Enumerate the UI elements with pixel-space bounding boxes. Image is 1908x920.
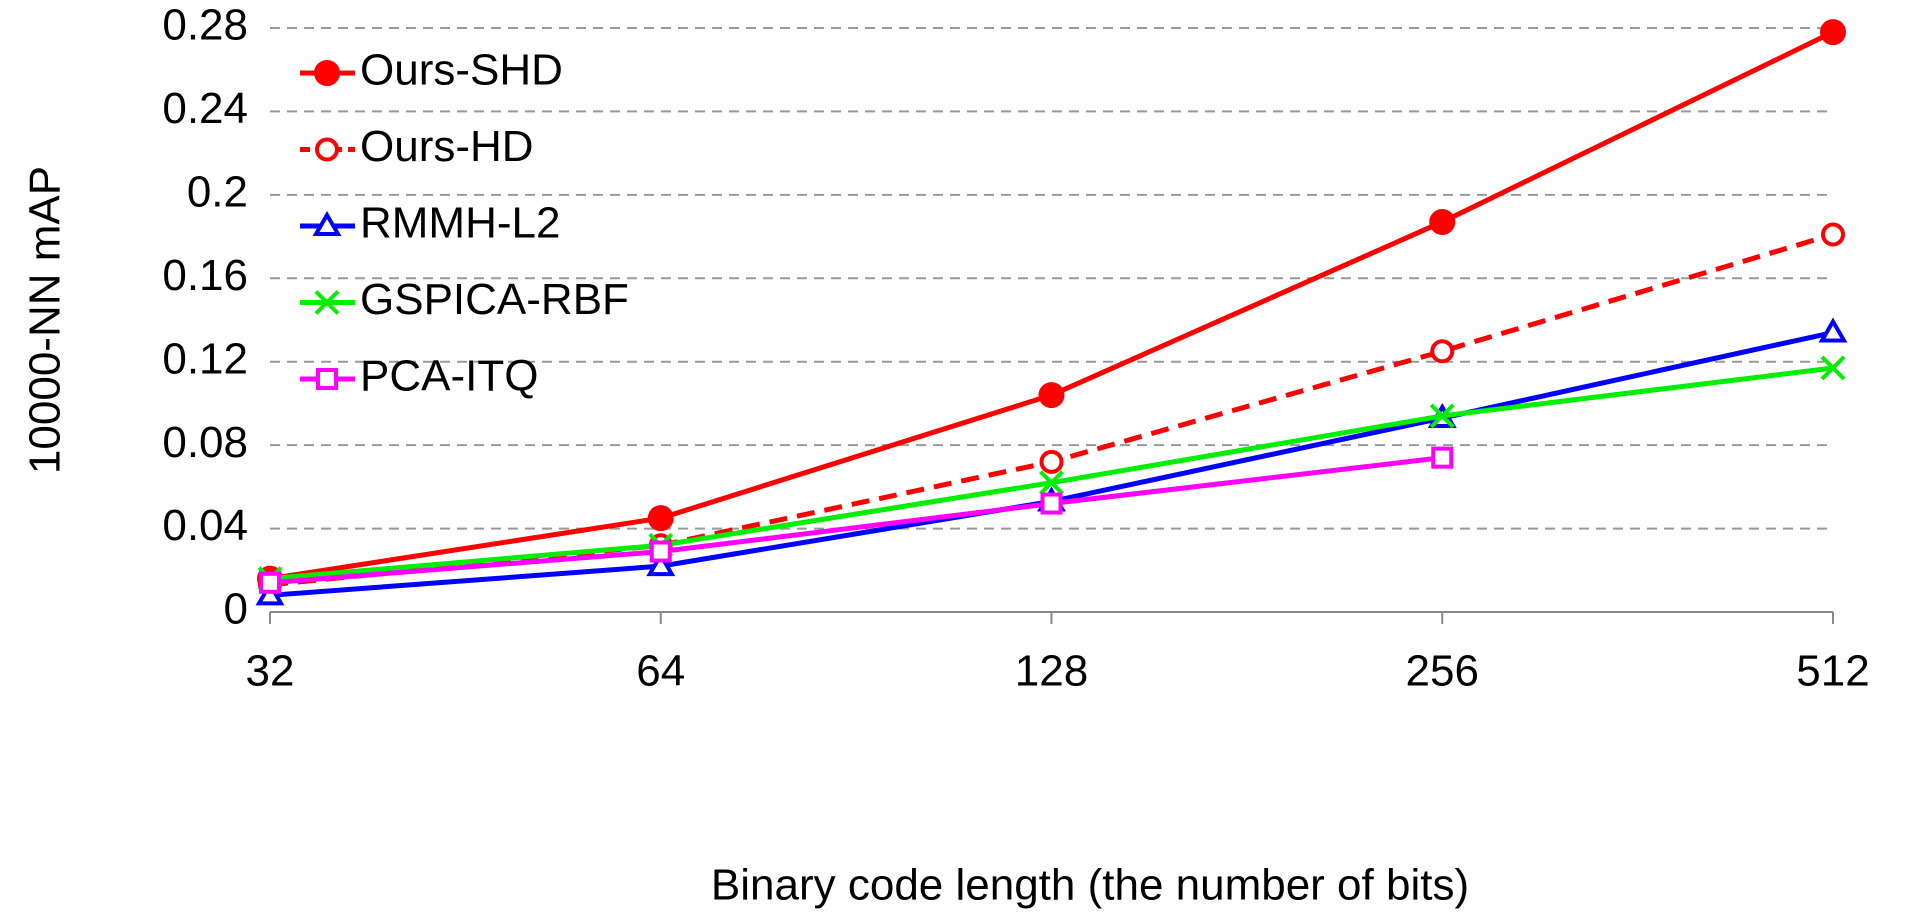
- marker: [1038, 382, 1065, 409]
- marker: [1429, 208, 1456, 235]
- marker: [1039, 449, 1064, 474]
- marker: [1431, 446, 1454, 469]
- y-tick-label: 0.04: [162, 501, 248, 550]
- series-line: [269, 455, 1443, 586]
- x-tick-label: 512: [1796, 647, 1869, 696]
- legend-label: GSPICA-RBF: [360, 275, 629, 324]
- y-tick-label: 0.08: [162, 418, 248, 467]
- marker: [316, 368, 338, 390]
- marker: [1039, 470, 1064, 496]
- marker: [1429, 403, 1455, 429]
- y-tick-label: 0.2: [187, 167, 248, 216]
- y-tick-label: 0.16: [162, 251, 248, 300]
- x-axis-label: Binary code length (the number of bits): [711, 861, 1469, 910]
- marker: [255, 580, 285, 606]
- marker: [314, 60, 340, 86]
- x-tick-label: 32: [246, 647, 295, 696]
- legend-label: RMMH-L2: [360, 199, 560, 248]
- y-axis-label: 10000-NN mAP: [21, 166, 70, 474]
- marker: [1430, 339, 1455, 364]
- marker: [1820, 355, 1846, 381]
- y-tick-label: 0: [224, 585, 248, 634]
- marker: [1818, 317, 1848, 343]
- x-tick-label: 64: [636, 647, 685, 696]
- y-tick-label: 0.24: [162, 84, 248, 133]
- marker: [315, 137, 339, 162]
- marker: [1821, 222, 1845, 247]
- marker: [312, 211, 342, 236]
- legend-label: Ours-HD: [360, 122, 534, 171]
- y-tick-label: 0.12: [162, 334, 248, 383]
- y-tick-label: 0.28: [162, 1, 248, 50]
- x-tick-label: 256: [1406, 647, 1479, 696]
- marker: [259, 571, 281, 594]
- legend-label: Ours-SHD: [360, 46, 563, 95]
- marker: [1820, 19, 1846, 46]
- marker: [647, 505, 674, 532]
- legend-label: PCA-ITQ: [360, 352, 538, 401]
- marker: [1040, 492, 1063, 515]
- x-tick-label: 128: [1015, 647, 1088, 696]
- marker: [649, 540, 672, 563]
- marker: [314, 290, 340, 315]
- marker: [646, 551, 676, 577]
